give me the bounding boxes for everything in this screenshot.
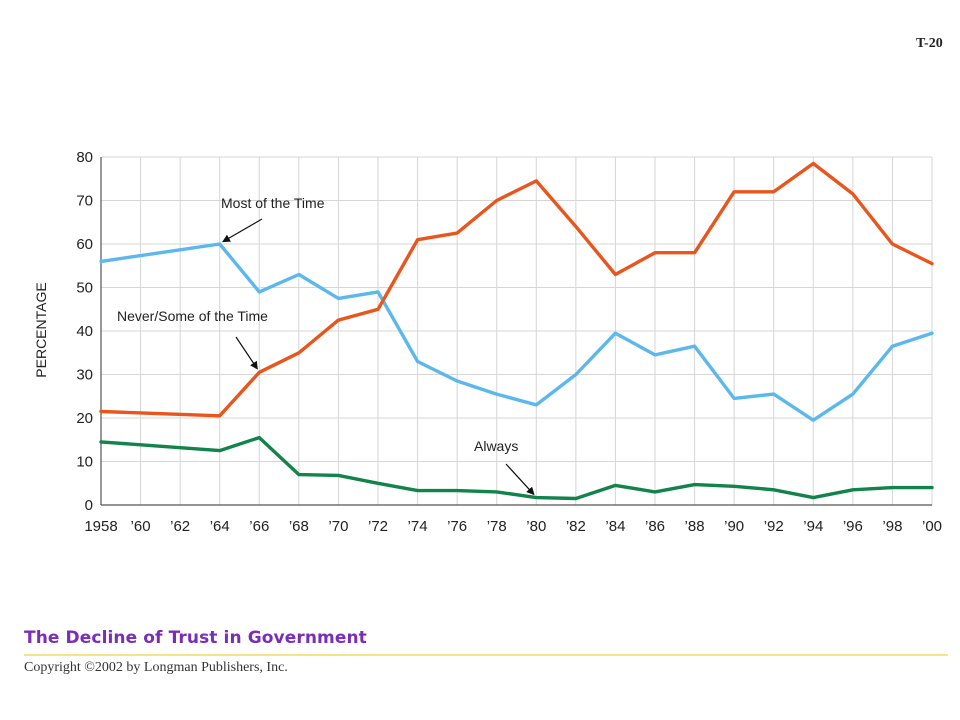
x-tick-label: ’78 bbox=[487, 518, 507, 535]
x-tick-label: 1958 bbox=[84, 518, 117, 535]
y-tick-label: 40 bbox=[76, 323, 93, 340]
y-tick-label: 70 bbox=[76, 193, 93, 210]
x-tick-label: ’92 bbox=[764, 518, 784, 535]
footer-divider bbox=[24, 654, 948, 656]
page-code: T-20 bbox=[916, 36, 943, 51]
series-line-always bbox=[99, 435, 934, 501]
x-tick-label: ’82 bbox=[566, 518, 586, 535]
chart-series bbox=[99, 161, 934, 501]
annotation-label: Always bbox=[474, 438, 518, 454]
x-tick-label: ’64 bbox=[210, 518, 230, 535]
x-tick-label: ’68 bbox=[289, 518, 309, 535]
y-tick-label: 20 bbox=[76, 410, 93, 427]
x-tick-label: ’94 bbox=[803, 518, 823, 535]
series-line-most-of-the-time bbox=[99, 242, 934, 422]
y-tick-label: 0 bbox=[85, 497, 93, 514]
x-tick-label: ’86 bbox=[645, 518, 665, 535]
annotation-arrow bbox=[505, 463, 535, 496]
x-tick-label: ’00 bbox=[922, 518, 942, 535]
x-tick-label: ’72 bbox=[368, 518, 388, 535]
chart-tick-labels: 0 10 20 30 40 50 60 70 80 1958 ’60 ’62 ’64 ’66 ’68 ’70 ’… bbox=[76, 149, 942, 535]
x-tick-label: ’62 bbox=[170, 518, 190, 535]
copyright-text: Copyright ©2002 by Longman Publishers, I… bbox=[24, 660, 288, 675]
chart-axes bbox=[100, 157, 932, 506]
annotation-arrow bbox=[222, 218, 263, 243]
x-tick-label: ’66 bbox=[249, 518, 269, 535]
trust-line-chart: Most of the Time Never/Some of the Time Al… bbox=[33, 149, 942, 535]
chart-annotations: Most of the Time Never/Some of the Time Al… bbox=[117, 195, 535, 496]
x-tick-label: ’88 bbox=[685, 518, 705, 535]
y-tick-label: 30 bbox=[76, 367, 93, 384]
chart-title: The Decline of Trust in Government bbox=[24, 628, 367, 648]
x-tick-label: ’60 bbox=[131, 518, 151, 535]
x-tick-label: ’76 bbox=[447, 518, 467, 535]
annotation-arrow bbox=[235, 336, 258, 370]
x-tick-label: ’80 bbox=[526, 518, 546, 535]
y-axis-label: PERCENTAGE bbox=[33, 282, 49, 377]
annotation-label: Never/Some of the Time bbox=[117, 308, 268, 324]
y-tick-label: 50 bbox=[76, 280, 93, 297]
x-tick-label: ’98 bbox=[882, 518, 902, 535]
x-tick-label: ’74 bbox=[408, 518, 428, 535]
x-tick-label: ’90 bbox=[724, 518, 744, 535]
y-tick-label: 10 bbox=[76, 454, 93, 471]
annotation-label: Most of the Time bbox=[221, 195, 325, 211]
x-tick-label: ’96 bbox=[843, 518, 863, 535]
series-line-never-some-of-the-time bbox=[99, 161, 934, 418]
x-tick-label: ’84 bbox=[605, 518, 625, 535]
x-tick-label: ’70 bbox=[328, 518, 348, 535]
y-tick-label: 60 bbox=[76, 236, 93, 253]
y-tick-label: 80 bbox=[76, 149, 93, 166]
